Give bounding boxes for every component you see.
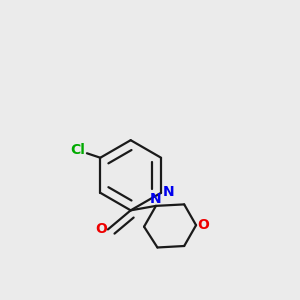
Text: O: O: [95, 222, 107, 236]
Text: Cl: Cl: [70, 143, 86, 157]
Text: N: N: [150, 192, 162, 206]
Text: N: N: [163, 185, 175, 199]
Text: O: O: [197, 218, 209, 232]
